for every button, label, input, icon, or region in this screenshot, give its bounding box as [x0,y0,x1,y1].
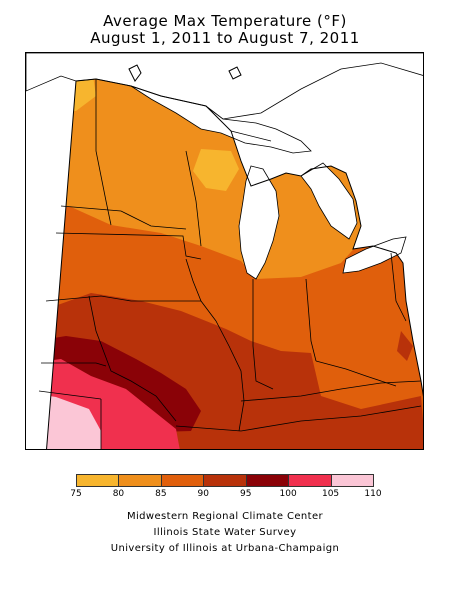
legend-swatch [204,475,247,486]
legend-tick-label: 105 [321,489,340,499]
legend-tick-label: 90 [197,489,210,499]
legend-tick-label: 85 [155,489,167,499]
legend-color-bar [76,474,374,487]
legend-swatch [119,475,162,486]
legend-swatch [331,475,373,486]
lake-michigan [238,165,280,280]
credit-line-3: University of Illinois at Urbana-Champai… [110,543,340,554]
great-lakes [26,53,423,280]
north-land-water [26,53,423,120]
temp-zone-90-95-east [397,331,413,361]
temperature-legend: 75 80 85 90 95 100 105 110 [70,474,382,501]
map-title-line-1: Average Max Temperature (°F) [103,12,347,30]
state-boundaries [38,79,422,449]
legend-tick-label: 110 [364,489,382,499]
legend-swatch [246,475,290,486]
legend-tick-labels: 75 80 85 90 95 100 105 110 [70,487,381,501]
credit-line-2: Illinois State Water Survey [153,527,297,538]
island-top-right [228,66,242,80]
legend-tick-label: 100 [279,489,297,499]
temperature-map [25,52,424,450]
map-title-line-2: August 1, 2011 to August 7, 2011 [90,29,360,47]
legend-tick-label: 95 [239,489,252,499]
lake-huron [300,162,358,240]
lake-erie [342,236,407,274]
isle-royale [128,64,142,82]
legend-tick-label: 75 [70,489,82,499]
legend-tick-label: 80 [112,489,125,499]
legend-swatch [289,475,332,486]
temp-zone-75-80-north [193,149,239,191]
temp-zone-75-80-up [261,149,291,173]
legend-swatch [77,475,120,486]
region-outline [46,78,423,449]
legend-swatch [161,475,205,486]
credit-line-1: Midwestern Regional Climate Center [126,511,324,522]
